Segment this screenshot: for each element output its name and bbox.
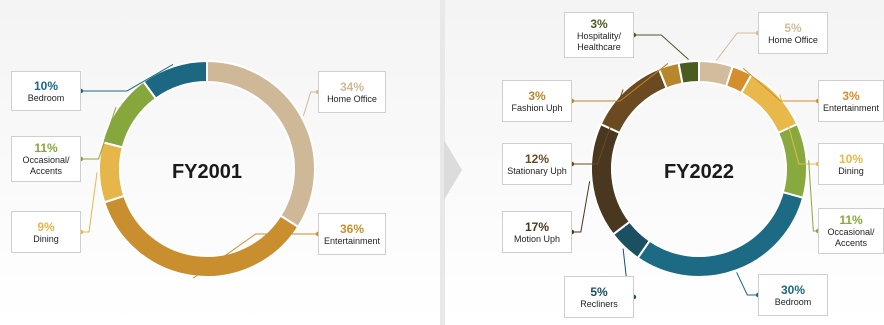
callout-label: Bedroom xyxy=(774,296,812,307)
callout-label: Occasional/Accents xyxy=(22,155,70,176)
leader-fy2022-home-office xyxy=(715,32,758,61)
callout-fy2022-motion-uph: 17% Motion Uph xyxy=(502,211,572,253)
callout-fy2001-bedroom: 10% Bedroom xyxy=(11,71,81,111)
fy2001-title: FY2001 xyxy=(172,161,242,183)
callout-value: 3% xyxy=(842,88,860,103)
slice-fy2001-dining xyxy=(98,140,126,204)
callout-value: 34% xyxy=(339,79,365,94)
callout-fy2022-fashion-uph: 3% Fashion Uph xyxy=(502,80,572,122)
slice-fy2022-bedroom xyxy=(636,190,805,278)
callout-fy2022-bedroom: 30% Bedroom xyxy=(758,274,828,316)
callout-fy2022-stationary-uph: 12% Stationary Uph xyxy=(502,143,572,185)
callout-fy2001-home-office: 34% Home Office xyxy=(318,71,386,113)
slice-fy2001-bedroom xyxy=(142,59,208,101)
callout-fy2022-occasional-accents: 11% Occasional/Accents xyxy=(818,208,884,254)
callout-label: Stationary Uph xyxy=(507,165,567,176)
callout-fy2022-hospitality-healthcare: 3% Hospitality/Healthcare xyxy=(564,12,634,58)
fy2022-donut xyxy=(590,59,808,278)
callout-value: 30% xyxy=(780,282,806,297)
callout-label: Hospitality/Healthcare xyxy=(576,31,621,52)
callout-value: 17% xyxy=(524,219,550,234)
callout-label: Fashion Uph xyxy=(511,102,563,113)
callout-leader-lines xyxy=(78,30,821,300)
callout-label: Home Office xyxy=(327,93,377,104)
callout-fy2022-home-office: 5% Home Office xyxy=(758,12,828,54)
callout-value: 12% xyxy=(524,151,550,166)
leader-fy2001-occasional-accents xyxy=(81,107,117,160)
callout-label: Recliners xyxy=(580,298,618,309)
leader-fy2022-entertainment xyxy=(742,67,818,102)
leader-fy2001-bedroom xyxy=(81,63,174,92)
slice-fy2022-motion-uph xyxy=(590,122,632,236)
callout-label: Dining xyxy=(838,165,864,176)
callout-value: 10% xyxy=(838,151,864,166)
arrow-chevron xyxy=(444,140,462,200)
callout-label: Bedroom xyxy=(27,92,65,103)
callout-label: Entertainment xyxy=(323,235,381,246)
callout-value: 10% xyxy=(33,78,59,93)
callout-value: 9% xyxy=(37,219,55,234)
callout-value: 36% xyxy=(339,221,365,236)
leader-fy2022-motion-uph xyxy=(572,181,591,233)
leader-fy2022-occasional-accents xyxy=(808,160,818,232)
fy2022-title: FY2022 xyxy=(664,161,734,183)
callout-label: Motion Uph xyxy=(513,233,561,244)
leader-fy2022-hospitality-healthcare xyxy=(634,34,689,60)
callout-fy2001-dining: 9% Dining xyxy=(11,211,81,253)
panel-divider xyxy=(440,0,445,325)
slice-fy2022-occasional-accents xyxy=(776,122,808,200)
callout-value: 11% xyxy=(839,213,863,227)
leader-fy2001-home-office xyxy=(302,91,318,117)
slice-fy2001-home-office xyxy=(206,59,316,229)
slice-fy2001-entertainment xyxy=(103,194,300,278)
callout-label: Occasional/Accents xyxy=(827,227,875,248)
callout-value: 5% xyxy=(784,20,802,35)
callout-fy2022-dining: 10% Dining xyxy=(818,143,884,185)
callout-value: 11% xyxy=(34,141,58,155)
callout-value: 5% xyxy=(590,284,608,299)
leader-fy2022-stationary-uph xyxy=(572,89,624,165)
callout-fy2001-entertainment: 36% Entertainment xyxy=(318,213,386,255)
callout-fy2001-occasional-accents: 11% Occasional/Accents xyxy=(11,136,81,182)
callout-fy2022-recliners: 5% Recliners xyxy=(564,276,634,318)
slice-fy2022-dining xyxy=(739,73,799,135)
leader-fy2001-dining xyxy=(81,172,98,233)
fy2001-donut xyxy=(98,59,316,278)
callout-value: 3% xyxy=(590,17,608,31)
leader-fy2001-entertainment xyxy=(192,233,318,279)
callout-label: Dining xyxy=(33,233,59,244)
leader-fy2022-bedroom xyxy=(736,272,758,296)
callout-fy2022-entertainment: 3% Entertainment xyxy=(818,80,884,122)
leader-fy2022-dining xyxy=(779,94,818,165)
callout-label: Entertainment xyxy=(822,102,880,113)
callout-value: 3% xyxy=(528,88,546,103)
slice-fy2022-hospitality-healthcare xyxy=(677,59,700,85)
leader-fy2022-fashion-uph xyxy=(572,63,669,102)
callout-label: Home Office xyxy=(768,34,818,45)
